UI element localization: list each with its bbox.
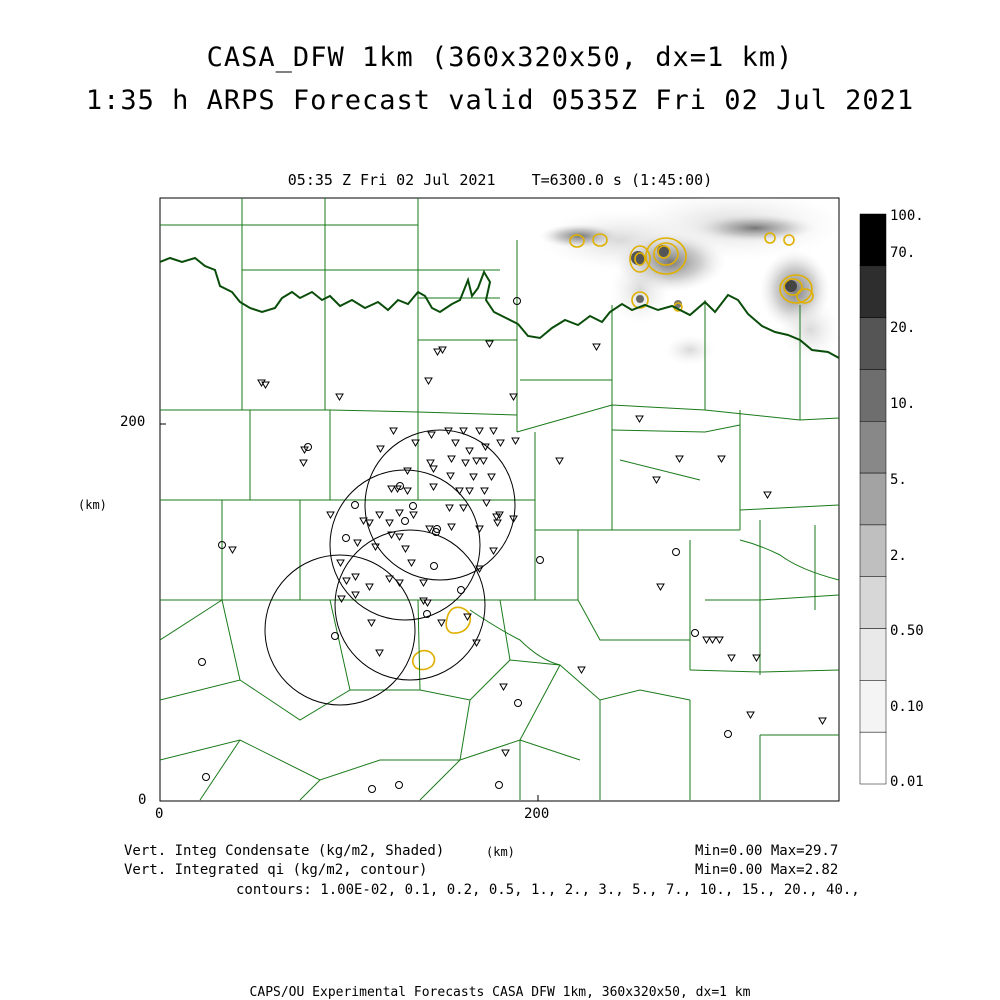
credit-line: CAPS/OU Experimental Forecasts CASA DFW … <box>249 985 751 1000</box>
colorbar-label: 0.50 <box>890 623 924 639</box>
colorbar-label: 0.10 <box>890 699 924 715</box>
ice-contours <box>411 232 814 671</box>
footer-shaded-field: Vert. Integ Condensate (kg/m2, Shaded) <box>124 843 445 859</box>
subtitle-time: 05:35 Z Fri 02 Jul 2021 <box>287 171 496 189</box>
footer-contour-levels: contours: 1.00E-02, 0.1, 0.2, 0.5, 1., 2… <box>236 882 860 898</box>
colorbar-swatch <box>859 317 887 370</box>
state-border <box>160 256 839 359</box>
colorbar <box>859 213 887 785</box>
colorbar-swatch <box>859 731 887 785</box>
subtitle-model-time: T=6300.0 s (1:45:00) <box>531 171 713 189</box>
axis-ticks <box>160 423 539 801</box>
colorbar-swatch <box>859 369 887 422</box>
colorbar-label: 20. <box>890 320 916 336</box>
y-axis-label: (km) <box>78 498 107 512</box>
title-line1: CASA_DFW 1km (360x320x50, dx=1 km) <box>206 42 794 73</box>
y-tick-200: 200 <box>120 414 146 430</box>
footer-contour-field: Vert. Integrated qi (kg/m2, contour) <box>124 862 428 878</box>
station-markers <box>198 297 827 793</box>
colorbar-swatch <box>859 680 887 733</box>
footer-shaded-minmax: Min=0.00 Max=29.7 <box>695 843 839 859</box>
colorbar-label: 5. <box>890 472 907 488</box>
colorbar-label: 10. <box>890 396 916 412</box>
y-tick-0: 0 <box>138 792 147 808</box>
footer-contour-minmax: Min=0.00 Max=2.82 <box>695 862 839 878</box>
colorbar-label: 100. <box>890 208 924 224</box>
colorbar-label: 0.01 <box>890 774 924 790</box>
x-axis-label: (km) <box>486 845 515 859</box>
colorbar-label: 2. <box>890 548 907 564</box>
colorbar-swatch <box>859 421 887 474</box>
x-tick-200: 200 <box>524 806 550 822</box>
valid-time-subtitle: 05:35 Z Fri 02 Jul 2021 T=6300.0 s (1:45… <box>160 171 840 189</box>
colorbar-label: 70. <box>890 245 916 261</box>
colorbar-swatch <box>859 628 887 681</box>
colorbar-swatch <box>859 213 887 267</box>
colorbar-swatch <box>859 576 887 629</box>
x-tick-0: 0 <box>155 806 164 822</box>
condensate-shading <box>540 198 839 365</box>
colorbar-swatch <box>859 472 887 526</box>
colorbar-swatch <box>859 524 887 577</box>
title-line2: 1:35 h ARPS Forecast valid 0535Z Fri 02 … <box>85 85 915 116</box>
county-boundaries <box>160 198 839 801</box>
colorbar-swatch <box>859 265 887 318</box>
